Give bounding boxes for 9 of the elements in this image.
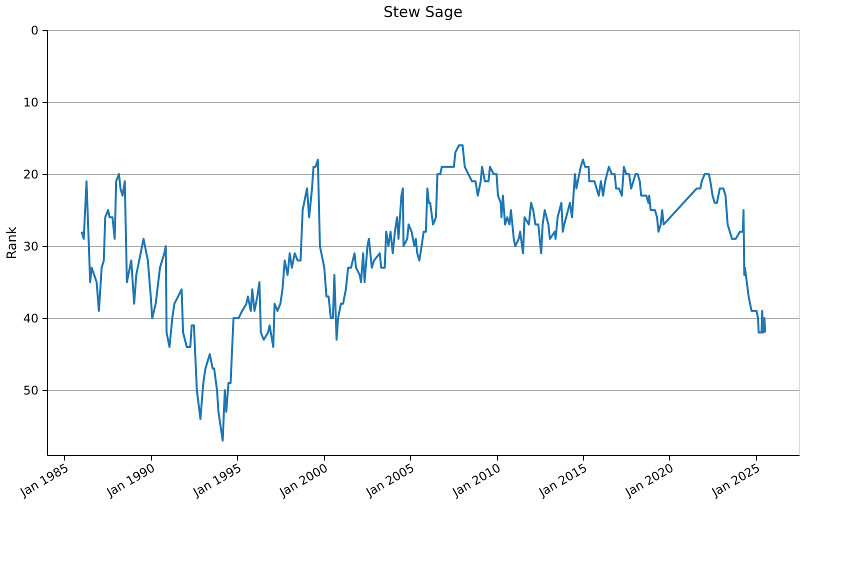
y-tick-label: 20 [23,168,38,182]
y-tick-label: 30 [23,240,38,254]
y-axis-title: Rank [5,226,20,260]
chart-title: Stew Sage [383,3,463,21]
y-tick-label: 10 [23,96,38,110]
y-tick-label: 50 [23,384,38,398]
line-series [80,144,766,442]
y-tick-label: 0 [30,24,38,38]
y-tick-label: 40 [23,312,38,326]
